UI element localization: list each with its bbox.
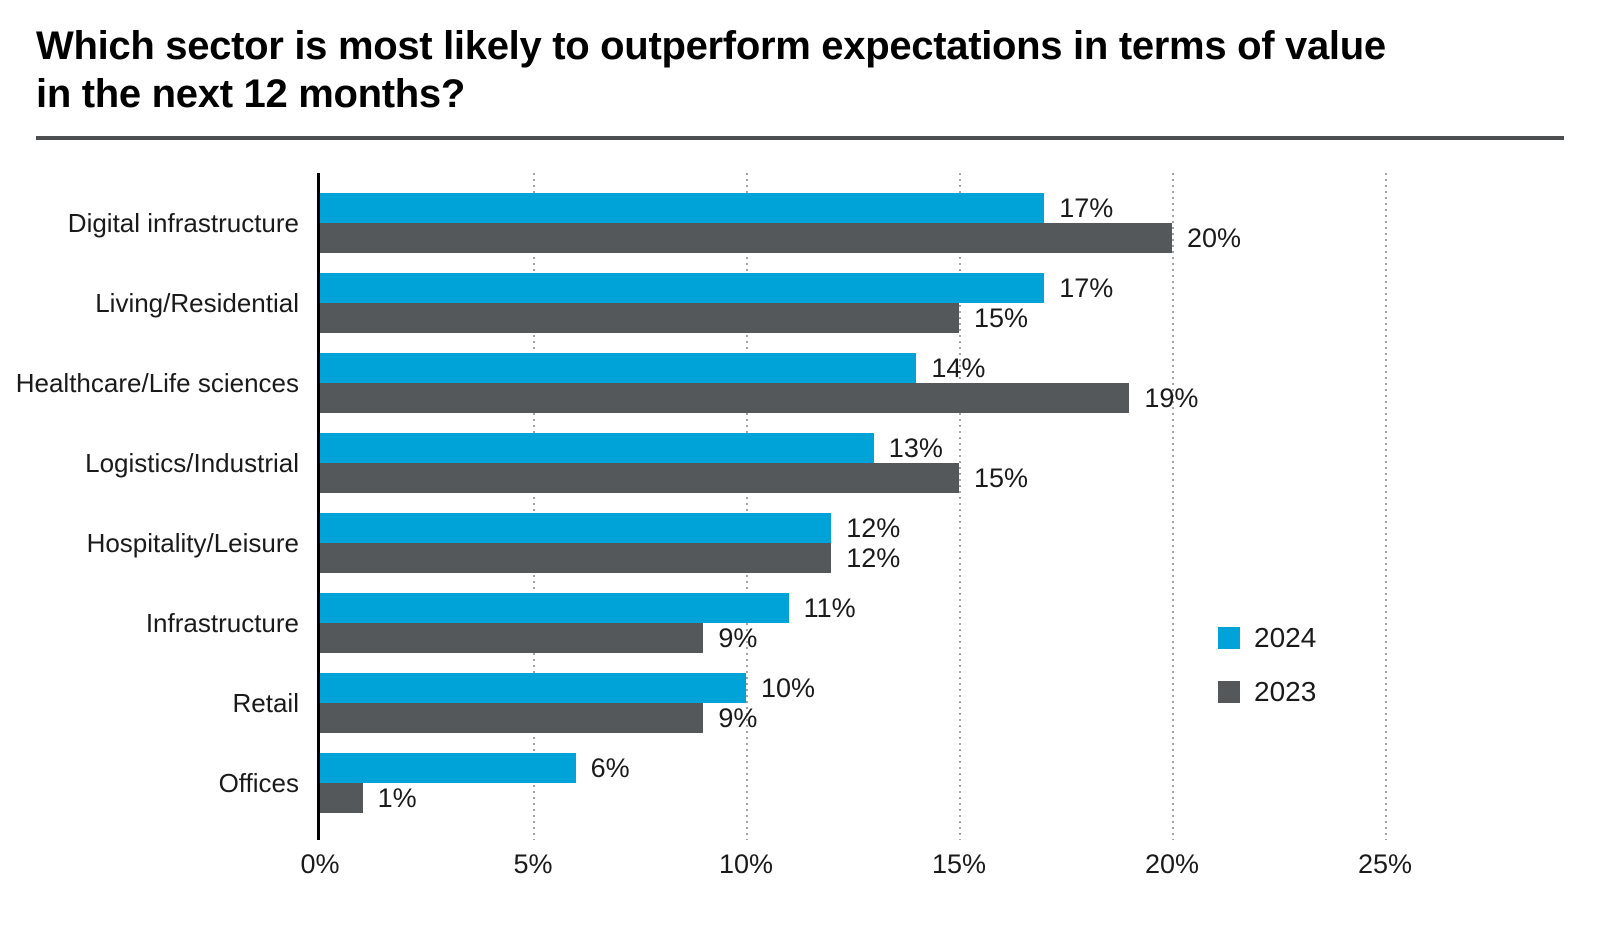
bar-2023 [320,543,832,573]
bar-2023 [320,703,704,733]
bar-group: 12% 12% [320,503,1528,583]
gridline [1385,173,1387,840]
value-label: 6% [590,752,630,783]
value-label: 12% [846,542,901,573]
bar-2024 [320,673,746,703]
bar-2024 [320,593,789,623]
value-label: 9% [718,622,758,653]
category-label: Retail [232,687,299,718]
category-labels: Digital infrastructure Living/Residential… [0,173,317,840]
bar-2023 [320,383,1130,413]
x-tick-label: 20% [1144,849,1200,879]
bar-group: 14% 19% [320,343,1528,423]
x-tick-label: 10% [718,849,774,879]
category-label: Infrastructure [145,607,299,638]
bar-2024 [320,753,576,783]
bar-2023 [320,783,363,813]
value-label: 17% [1059,272,1114,303]
category-label: Logistics/Industrial [85,447,299,478]
chart-title: Which sector is most likely to outperfor… [36,22,1386,118]
x-tick-label: 15% [931,849,987,879]
category-label: Living/Residential [95,287,299,318]
bar-line: 20% [320,223,1528,253]
value-label: 1% [377,782,417,813]
bar-group: 11% 9% [320,583,1528,663]
bar-line: 12% [320,543,1528,573]
legend: 2024 2023 [1218,622,1316,708]
value-label: 14% [931,352,986,383]
title-divider [36,136,1564,140]
bar-group: 17% 20% [320,183,1528,263]
gridline [959,173,961,840]
bar-line: 6% [320,753,1528,783]
legend-label: 2023 [1254,676,1317,707]
x-tick-label: 25% [1357,849,1413,879]
bar-2023 [320,303,959,333]
gridline [533,173,535,840]
chart-title-line-2: in the next 12 months? [36,72,466,116]
legend-entry: 2023 [1218,676,1316,708]
bar-group: 10% 9% [320,663,1528,743]
bar-2023 [320,623,704,653]
value-label: 11% [803,592,856,623]
value-label: 15% [974,302,1029,333]
chart-title-line-1: Which sector is most likely to outperfor… [36,24,1386,68]
bar-line: 9% [320,623,1528,653]
value-label: 20% [1187,222,1242,253]
bar-line: 10% [320,673,1528,703]
bar-rows: 17% 20% 17% 15% 14% 19% 13% 15% 12% 12% 11% 9% 10% 9%… [320,173,1528,840]
category-label: Offices [218,767,299,798]
category-label: Healthcare/Life sciences [15,367,299,398]
bar-2023 [320,463,959,493]
legend-swatch-2023 [1218,681,1240,703]
bar-line: 15% [320,463,1528,493]
bar-line: 11% [320,593,1528,623]
bar-line: 12% [320,513,1528,543]
bar-group: 13% 15% [320,423,1528,503]
bar-group: 6% 1% [320,743,1528,823]
legend-entry: 2024 [1218,622,1316,654]
bar-line: 9% [320,703,1528,733]
bar-chart: Digital infrastructure Living/Residential… [0,173,1600,840]
value-label: 10% [761,672,816,703]
bar-line: 13% [320,433,1528,463]
value-label: 13% [888,432,943,463]
bar-line: 17% [320,193,1528,223]
x-axis: 0% 5% 10% 15% 20% 25% [300,849,1528,885]
x-tick-label: 5% [513,849,553,879]
category-label: Hospitality/Leisure [86,527,299,558]
bar-2023 [320,223,1172,253]
legend-swatch-2024 [1218,627,1240,649]
value-label: 9% [718,702,758,733]
bar-2024 [320,273,1045,303]
legend-label: 2024 [1254,622,1317,653]
gridline [1172,173,1174,840]
bar-2024 [320,193,1045,223]
gridline [746,173,748,840]
value-label: 12% [846,512,901,543]
bar-line: 15% [320,303,1528,333]
bar-2024 [320,433,874,463]
value-label: 19% [1144,382,1199,413]
bar-group: 17% 15% [320,263,1528,343]
plot-area: 17% 20% 17% 15% 14% 19% 13% 15% 12% 12% 11% 9% 10% 9%… [317,173,1528,840]
value-label: 17% [1059,192,1114,223]
x-tick-label: 0% [300,849,340,879]
category-label: Digital infrastructure [67,207,299,238]
bar-line: 14% [320,353,1528,383]
value-label: 15% [974,462,1029,493]
bar-line: 1% [320,783,1528,813]
bar-2024 [320,353,917,383]
bar-line: 19% [320,383,1528,413]
bar-2024 [320,513,832,543]
bar-line: 17% [320,273,1528,303]
